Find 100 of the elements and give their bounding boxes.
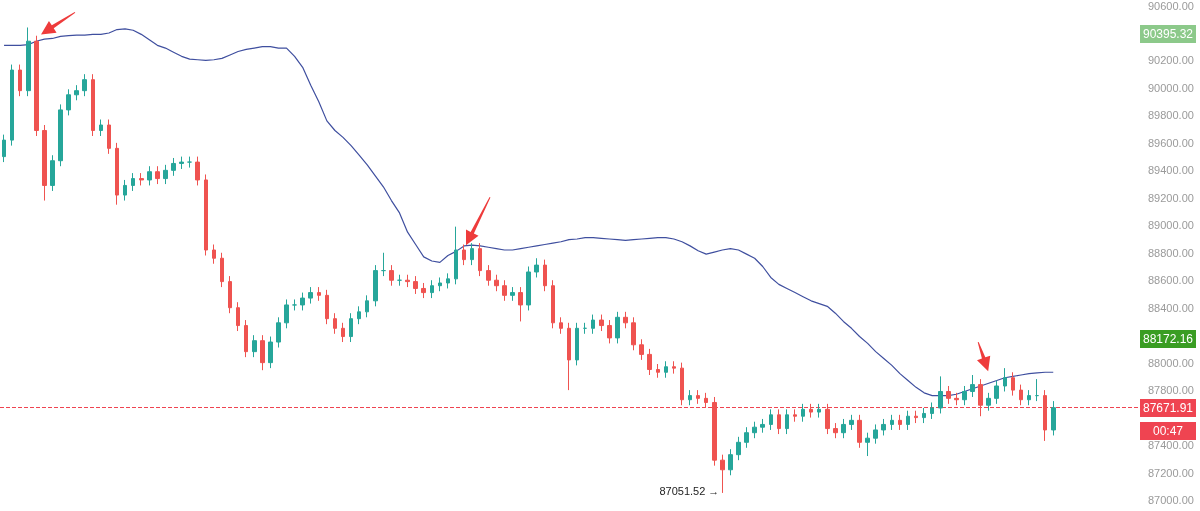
candlestick [551,279,555,329]
candlestick [357,305,361,325]
candlestick [849,414,854,431]
candlestick [962,385,967,406]
candlestick [462,244,466,266]
candlestick [2,134,6,163]
candlestick [543,259,547,292]
candlestick [664,360,668,379]
candlestick [171,157,176,177]
candlestick [833,422,838,439]
candlestick [26,26,31,97]
candlestick [825,403,830,435]
y-tick-label: 87800.00 [1148,384,1194,397]
candlestick [720,454,725,494]
candlestick [785,408,789,435]
candlestick [526,265,531,311]
candlestick [994,380,999,405]
candlestick [228,275,232,314]
candlestick [50,154,55,192]
candlestick [656,363,660,379]
candlestick [752,421,757,439]
candlestick [389,264,394,287]
candlestick [260,334,265,371]
candlestick [881,418,886,436]
line-series [3,28,1054,397]
candlestick [333,312,337,335]
candlestick [405,274,410,288]
y-tick-label: 90200.00 [1148,54,1194,67]
candlestick [494,274,499,292]
candlestick [300,292,305,311]
candlestick [639,338,644,361]
candlestick [325,289,329,325]
candlestick [163,164,168,185]
candlestick [906,410,910,431]
candlestick [922,407,926,424]
candlestick [623,311,628,329]
candlestick [212,244,216,265]
candlestick [704,392,708,409]
candlestick [470,242,474,266]
candlestick [502,279,507,302]
candlestick [252,334,257,358]
candlestick [292,298,297,311]
candlestick [1043,389,1047,442]
candlestick [1051,400,1056,436]
candlestick [486,264,491,287]
candlestick [744,426,749,449]
candlestick [647,348,652,376]
candlestick [381,252,386,277]
candlestick [446,272,450,289]
annotation: 87051.52 → [659,484,720,497]
candlestick [155,165,160,185]
ref-line-label: 87671.91 [1140,398,1196,417]
candlestick [34,35,39,137]
candlestick [397,274,402,287]
candlestick [817,403,821,419]
candlestick [801,403,805,423]
text: 88172.16 [1140,330,1196,348]
candlestick [66,88,71,116]
candlestick [736,436,741,461]
y-tick-label: 88600.00 [1148,274,1194,287]
candlestick [268,336,273,369]
candlestick [478,242,482,277]
candlestick [575,322,579,366]
candlestick [123,179,127,202]
candlestick [599,314,604,332]
candlestick [187,156,192,169]
candlestick [10,64,14,147]
candlestick [591,314,595,335]
candlestick [58,103,63,167]
candlestick [986,392,991,412]
y-tick-label: 89400.00 [1148,164,1194,177]
text: 00:47 [1140,422,1196,440]
candlestick [712,396,717,467]
candlestick [672,360,676,375]
y-tick-label: 89800.00 [1148,109,1194,122]
candlestick [220,252,224,288]
y-tick-label: 90600.00 [1148,0,1194,12]
candlestick [930,401,934,420]
candlestick [373,264,378,307]
candlestick [793,408,797,423]
candlestick [518,286,523,322]
candlestick [890,414,894,431]
candlestick [74,84,79,101]
text: 90395.32 [1140,25,1196,43]
candlestick [978,378,983,417]
candlestick [284,298,289,329]
candlestick [607,319,612,344]
candlestick [147,165,152,186]
candlestick [195,156,200,186]
candlestick [1019,384,1023,406]
candlestick [139,172,144,186]
candlestick [914,410,918,424]
y-tick-label: 90000.00 [1148,81,1194,94]
y-tick-label: 87200.00 [1148,466,1194,479]
candlestick [244,319,248,358]
y-tick-label: 88800.00 [1148,246,1194,259]
candlestick [954,392,959,406]
y-tick-label: 87400.00 [1148,439,1194,452]
y-tick-label: 88000.00 [1148,356,1194,369]
candlestick [777,408,781,435]
